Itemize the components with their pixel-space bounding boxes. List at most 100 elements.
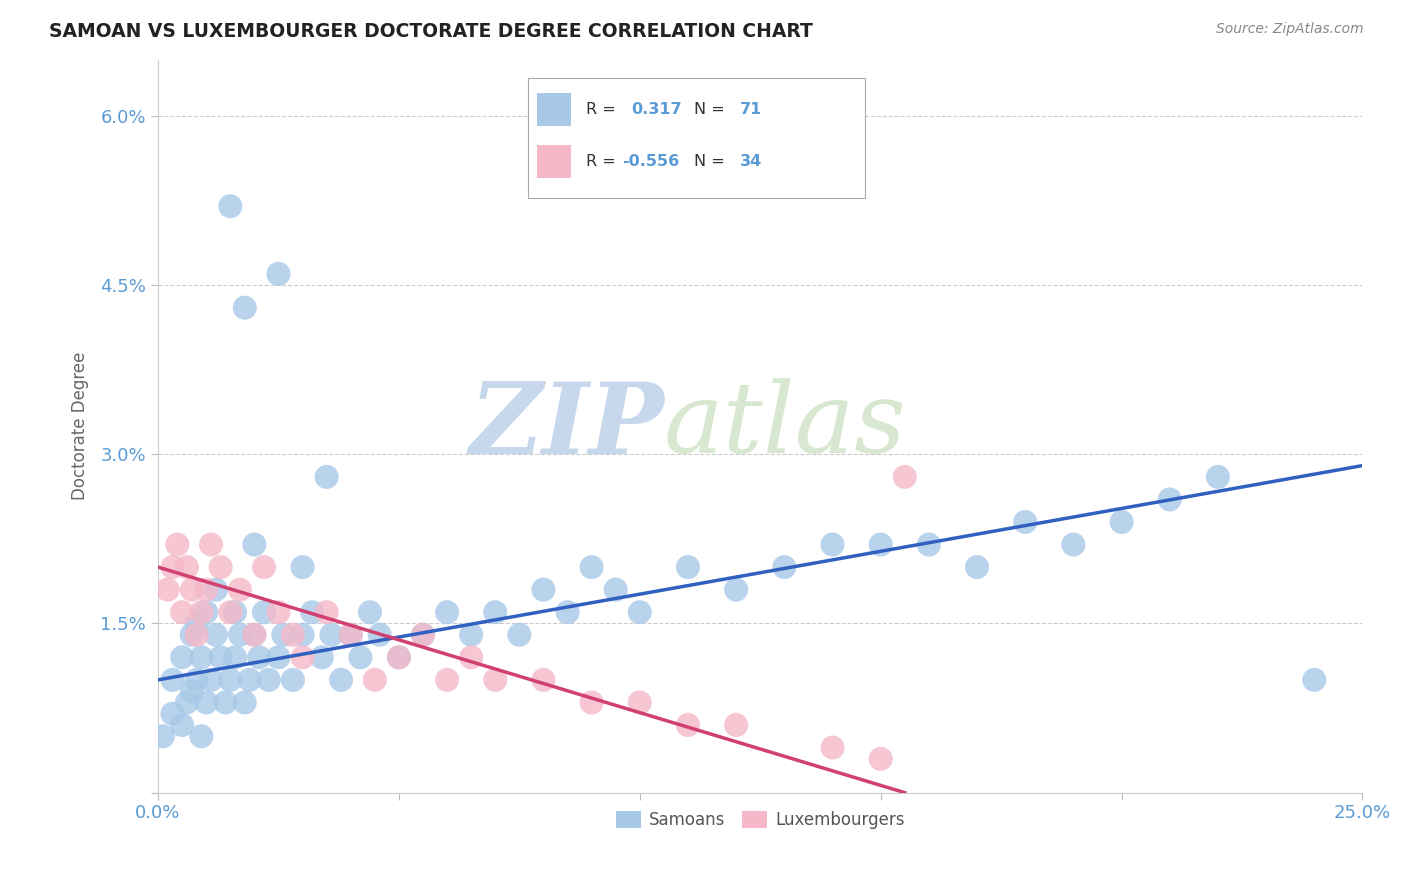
Point <box>176 695 198 709</box>
Point <box>219 673 242 687</box>
Point <box>821 537 844 551</box>
Point <box>195 582 218 597</box>
Point <box>368 628 391 642</box>
Point <box>581 695 603 709</box>
Point <box>190 729 212 743</box>
Point <box>271 628 294 642</box>
Point <box>1206 470 1229 484</box>
Point <box>156 582 179 597</box>
Point <box>412 628 434 642</box>
Point <box>628 695 651 709</box>
Point <box>1062 537 1084 551</box>
Point <box>557 605 579 619</box>
Point <box>243 628 266 642</box>
Point <box>162 706 184 721</box>
FancyBboxPatch shape <box>537 93 571 126</box>
Point <box>180 684 202 698</box>
Text: SAMOAN VS LUXEMBOURGER DOCTORATE DEGREE CORRELATION CHART: SAMOAN VS LUXEMBOURGER DOCTORATE DEGREE … <box>49 22 813 41</box>
Point <box>364 673 387 687</box>
Point <box>436 673 458 687</box>
Point <box>321 628 343 642</box>
Point <box>869 752 891 766</box>
FancyBboxPatch shape <box>527 78 865 198</box>
Point <box>253 560 276 574</box>
Point <box>291 560 314 574</box>
Point <box>725 582 748 597</box>
Point <box>725 718 748 732</box>
Point <box>219 605 242 619</box>
Point <box>388 650 411 665</box>
Point <box>209 650 232 665</box>
Point <box>214 695 236 709</box>
Point <box>190 650 212 665</box>
Point <box>315 605 337 619</box>
Point <box>301 605 323 619</box>
Point <box>894 470 917 484</box>
Point <box>267 650 290 665</box>
Point <box>190 605 212 619</box>
FancyBboxPatch shape <box>537 145 571 178</box>
Point <box>229 628 252 642</box>
Point <box>229 582 252 597</box>
Point <box>1014 515 1036 529</box>
Text: Source: ZipAtlas.com: Source: ZipAtlas.com <box>1216 22 1364 37</box>
Point <box>349 650 371 665</box>
Point <box>243 628 266 642</box>
Point <box>233 695 256 709</box>
Point <box>233 301 256 315</box>
Text: N =: N = <box>695 154 724 169</box>
Text: R =: R = <box>585 154 616 169</box>
Point <box>200 673 222 687</box>
Point <box>581 560 603 574</box>
Point <box>253 605 276 619</box>
Point <box>209 560 232 574</box>
Text: 34: 34 <box>740 154 762 169</box>
Point <box>186 673 208 687</box>
Point <box>219 199 242 213</box>
Point <box>224 650 246 665</box>
Point <box>291 650 314 665</box>
Point <box>1159 492 1181 507</box>
Legend: Samoans, Luxembourgers: Samoans, Luxembourgers <box>609 804 911 836</box>
Point <box>1303 673 1326 687</box>
Point <box>605 582 627 597</box>
Point <box>200 537 222 551</box>
Point <box>195 695 218 709</box>
Point <box>243 537 266 551</box>
Point <box>412 628 434 642</box>
Text: -0.556: -0.556 <box>621 154 679 169</box>
Point <box>176 560 198 574</box>
Point <box>166 537 188 551</box>
Point <box>172 650 194 665</box>
Point <box>205 582 228 597</box>
Point <box>821 740 844 755</box>
Point <box>918 537 941 551</box>
Y-axis label: Doctorate Degree: Doctorate Degree <box>72 352 89 500</box>
Text: ZIP: ZIP <box>468 378 664 475</box>
Point <box>869 537 891 551</box>
Point <box>162 673 184 687</box>
Point <box>460 650 482 665</box>
Point <box>247 650 270 665</box>
Point <box>180 628 202 642</box>
Point <box>628 605 651 619</box>
Point <box>224 605 246 619</box>
Point <box>359 605 381 619</box>
Point <box>172 718 194 732</box>
Point <box>267 267 290 281</box>
Point <box>239 673 262 687</box>
Text: R =: R = <box>585 102 616 117</box>
Point <box>533 673 555 687</box>
Point <box>186 628 208 642</box>
Point <box>388 650 411 665</box>
Point <box>460 628 482 642</box>
Point <box>1111 515 1133 529</box>
Point <box>484 673 506 687</box>
Point <box>281 628 304 642</box>
Point <box>152 729 174 743</box>
Point <box>436 605 458 619</box>
Point <box>676 718 699 732</box>
Text: 0.317: 0.317 <box>631 102 682 117</box>
Point <box>311 650 333 665</box>
Point <box>676 560 699 574</box>
